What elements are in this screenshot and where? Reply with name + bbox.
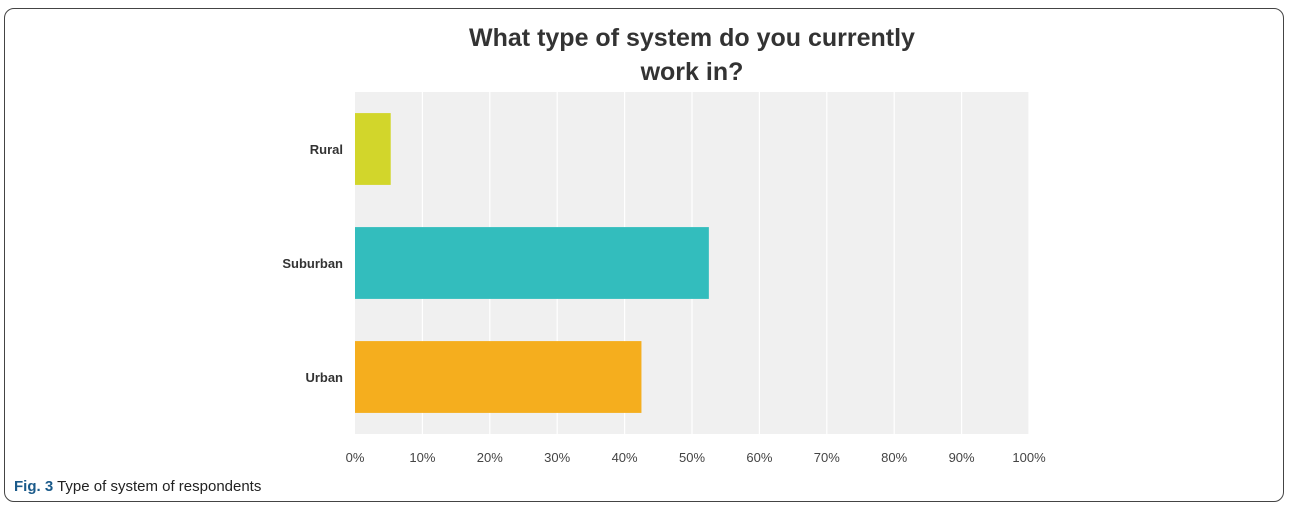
chart-title-line-1: What type of system do you currently [469, 24, 915, 52]
bar-urban [355, 341, 642, 413]
x-tick-label: 50% [679, 450, 705, 465]
x-tick-label: 80% [881, 450, 907, 465]
x-tick-label: 60% [746, 450, 772, 465]
category-label: Rural [310, 142, 343, 157]
chart-title-line-2: work in? [640, 58, 744, 86]
caption-label: Fig. 3 [14, 478, 54, 495]
bar-rural [355, 113, 391, 185]
caption-text: Type of system of respondents [57, 478, 262, 495]
x-tick-labels: 0% 10% 20% 30% 40% 50% 60% 70% 80% 90% 100% [346, 450, 1046, 465]
x-tick-label: 10% [409, 450, 435, 465]
bars [355, 113, 709, 413]
x-tick-label: 40% [612, 450, 638, 465]
x-tick-label: 20% [477, 450, 503, 465]
category-labels: Rural Suburban Urban [282, 142, 343, 385]
x-tick-label: 70% [814, 450, 840, 465]
x-tick-label: 0% [346, 450, 365, 465]
category-label: Suburban [282, 256, 343, 271]
x-tick-label: 90% [949, 450, 975, 465]
category-label: Urban [305, 370, 343, 385]
bar-suburban [355, 227, 709, 299]
figure-caption: Fig. 3 Type of system of respondents [14, 478, 261, 495]
x-tick-label: 100% [1012, 450, 1046, 465]
x-tick-label: 30% [544, 450, 570, 465]
